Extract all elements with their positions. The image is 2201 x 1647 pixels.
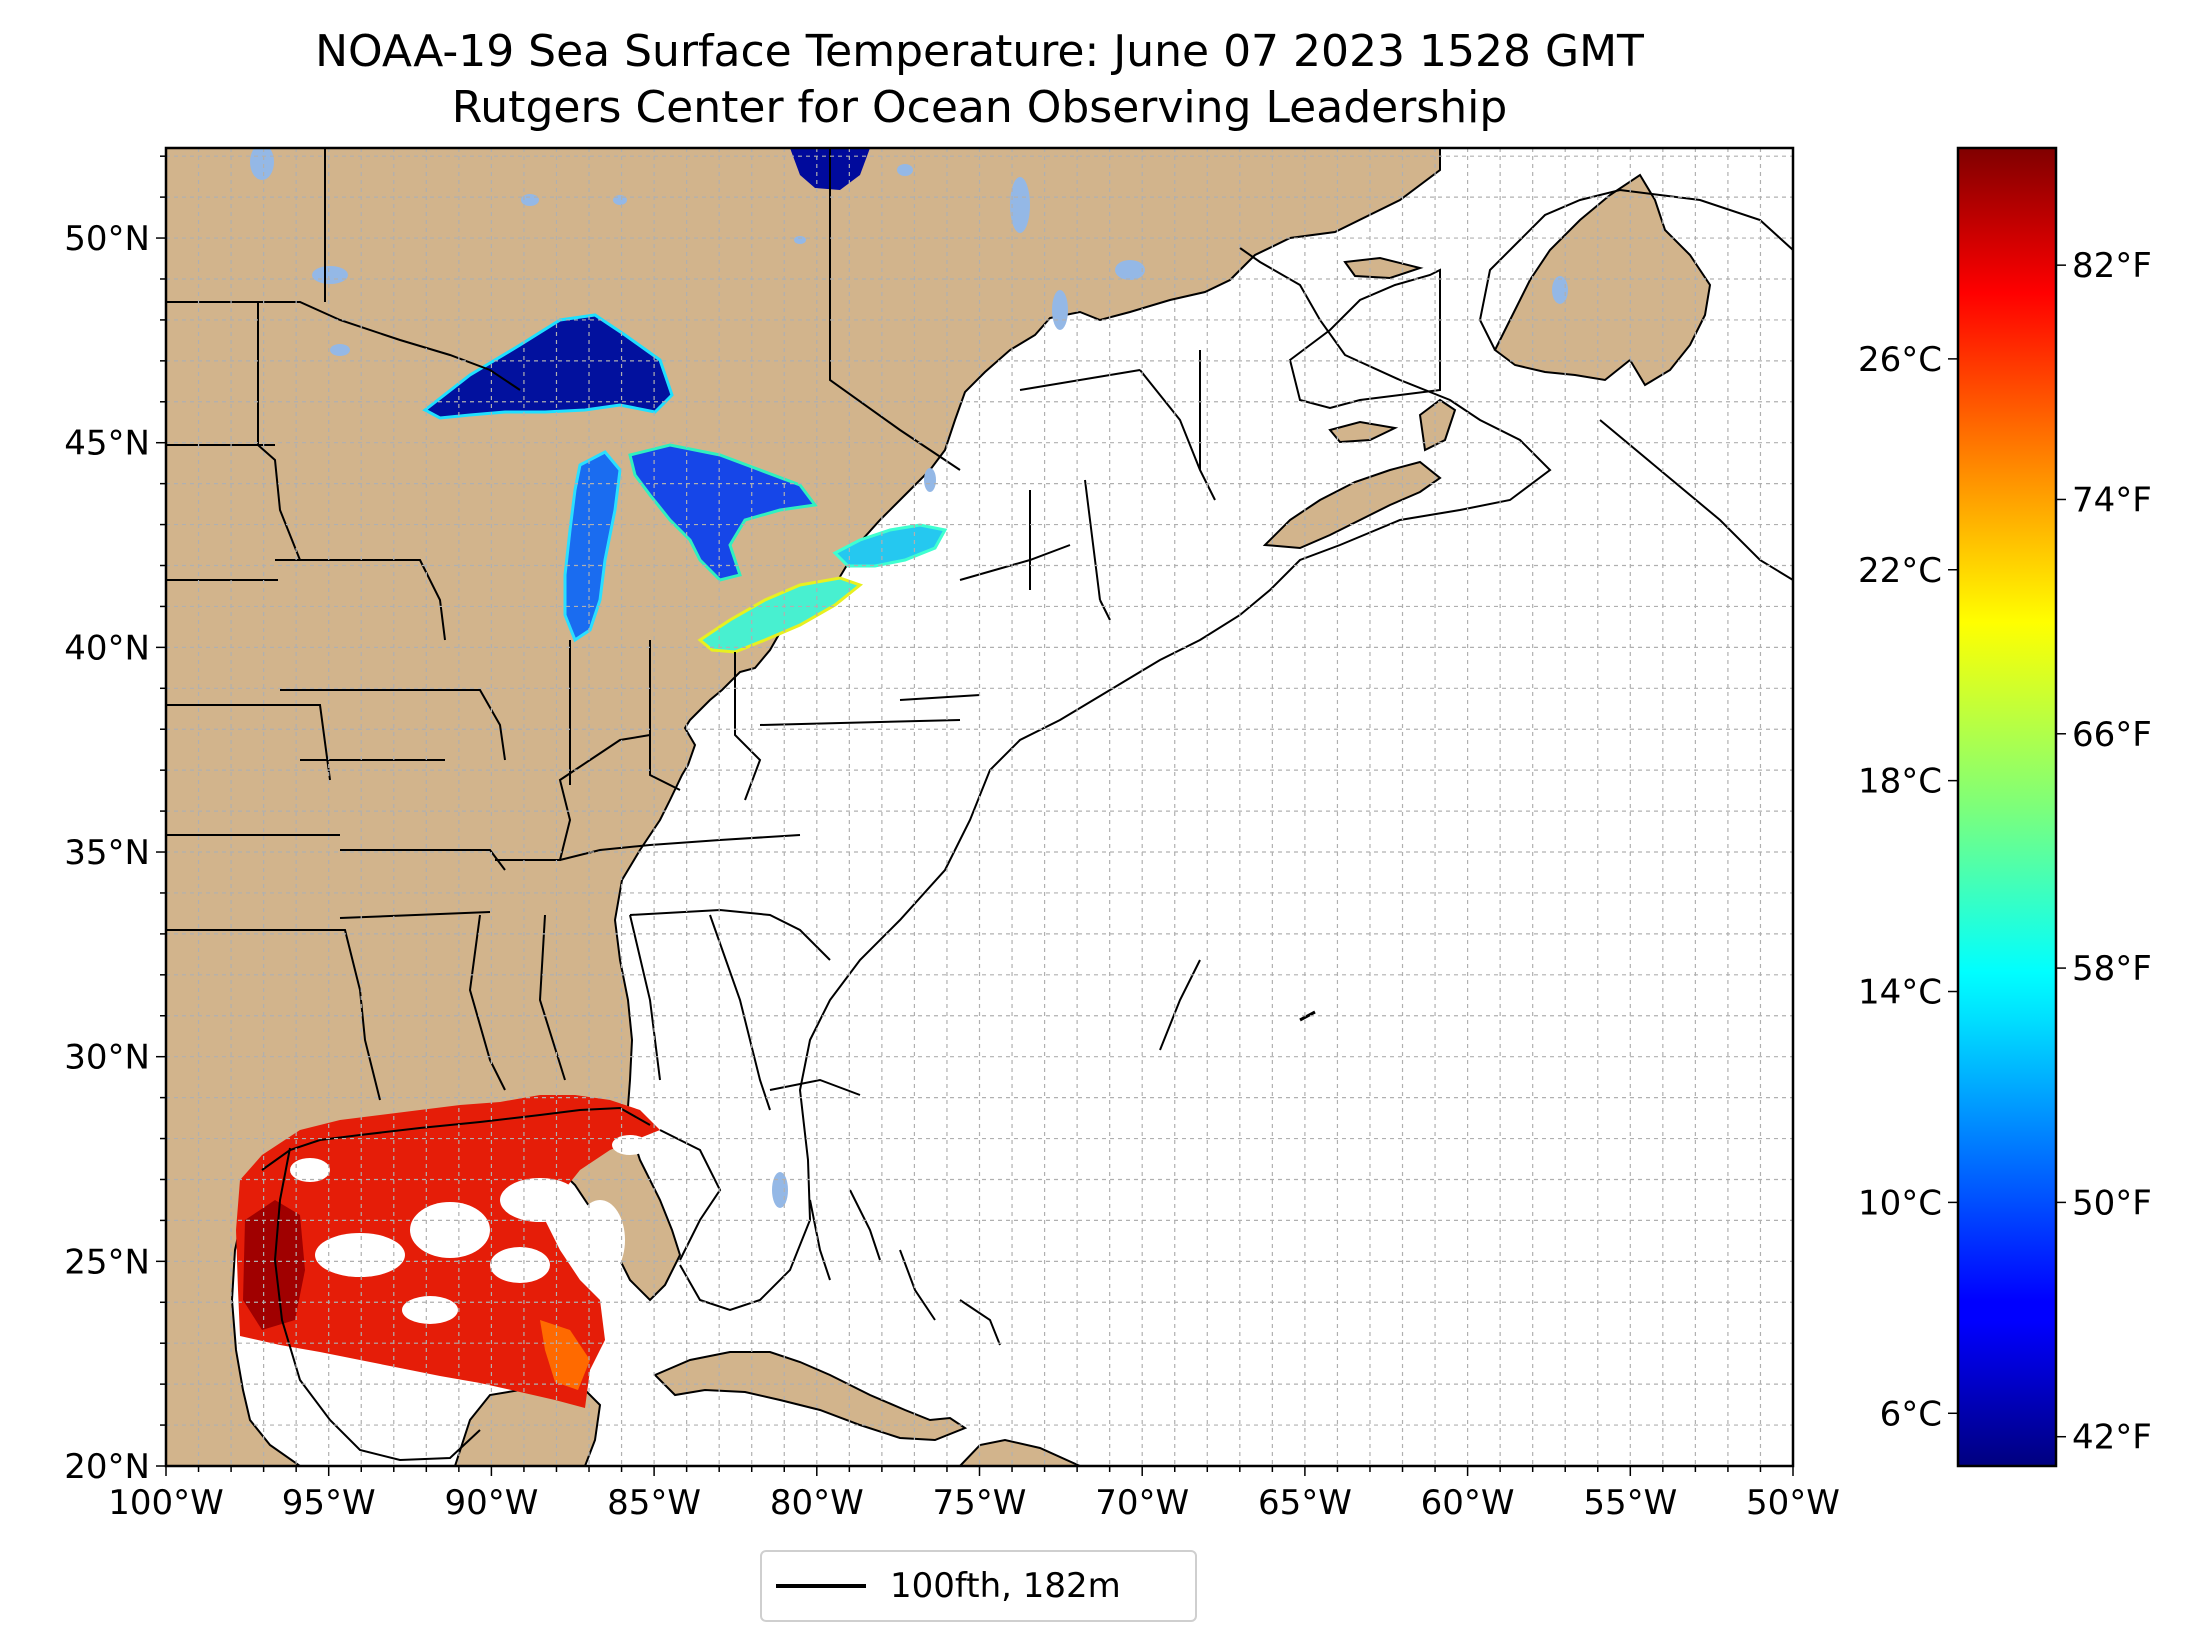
lake-huron-sst (628, 443, 818, 582)
bahamas-island-1 (809, 1199, 831, 1281)
inland-lakes (250, 148, 1568, 1208)
colorbar-ticks: 6°C 10°C 14°C 18°C 22°C 26°C 42°F 50°F 58°F 66°F 7… (1858, 246, 2152, 1458)
lat-tick-label: 20°N (64, 1447, 150, 1487)
lon-tick-label: 75°W (933, 1483, 1027, 1523)
lon-tick-label: 80°W (770, 1483, 864, 1523)
fahrenheit-tick-label: 42°F (2072, 1418, 2152, 1458)
celsius-tick-label: 26°C (1858, 340, 1942, 380)
map-plot-area (166, 148, 1793, 1466)
lake-ontario-sst (832, 523, 948, 568)
lat-tick-label: 35°N (64, 833, 150, 873)
lon-tick-label: 100°W (108, 1483, 224, 1523)
map-title: NOAA-19 Sea Surface Temperature: June 07… (315, 26, 1644, 77)
prince-edward-island (1328, 420, 1399, 444)
hispaniola-landmass (958, 1438, 1081, 1466)
lon-tick-label: 50°W (1746, 1483, 1840, 1523)
maritimes-landmass (1262, 460, 1442, 550)
lat-tick-label: 45°N (64, 424, 150, 464)
cuba-landmass (653, 1351, 968, 1442)
lon-tick-label: 85°W (607, 1483, 701, 1523)
cape-breton-island (1418, 398, 1457, 452)
lon-tick-label: 60°W (1421, 1483, 1515, 1523)
colorbar: 6°C 10°C 14°C 18°C 22°C 26°C 42°F 50°F 58°F 66°F 7… (1858, 146, 2152, 1468)
cloud-gaps (290, 1135, 648, 1324)
lake-superior-sst (422, 313, 674, 420)
bahamas-island-4 (959, 1299, 1001, 1346)
map-gridlines (166, 148, 1793, 1466)
map-legend: 100fth, 182m (760, 1550, 1197, 1622)
map-axes: 100°W 95°W 90°W 85°W 80°W 75°W 70°W 65°W 60°W 55°… (64, 155, 1840, 1523)
lon-tick-label: 55°W (1583, 1483, 1677, 1523)
fahrenheit-tick-label: 82°F (2072, 246, 2152, 286)
lat-tick-label: 30°N (64, 1038, 150, 1078)
political-borders (166, 148, 1216, 1111)
gulf-sst-warm-west (243, 1200, 305, 1330)
celsius-tick-label: 14°C (1858, 973, 1942, 1013)
celsius-tick-label: 6°C (1880, 1394, 1942, 1434)
celsius-tick-label: 18°C (1858, 762, 1942, 802)
fahrenheit-tick-label: 58°F (2072, 949, 2152, 989)
fahrenheit-tick-label: 50°F (2072, 1183, 2152, 1223)
lat-tick-label: 25°N (64, 1242, 150, 1282)
fahrenheit-tick-label: 66°F (2072, 715, 2152, 755)
lon-tick-label: 65°W (1258, 1483, 1352, 1523)
lon-tick-label: 70°W (1095, 1483, 1189, 1523)
celsius-tick-label: 10°C (1858, 1183, 1942, 1223)
celsius-tick-label: 22°C (1858, 551, 1942, 591)
bahamas-island-2 (849, 1189, 881, 1261)
gulf-sst-warm-south (540, 1320, 590, 1390)
colorbar-gradient (1956, 146, 2058, 1468)
fahrenheit-tick-label: 74°F (2072, 480, 2152, 520)
lon-tick-label: 95°W (282, 1483, 376, 1523)
bermuda-island (1299, 1010, 1316, 1022)
lon-tick-label: 90°W (444, 1483, 538, 1523)
isobath-100fth (261, 188, 1793, 1462)
lake-michigan-sst (563, 450, 622, 643)
legend-label: 100fth, 182m (890, 1566, 1121, 1606)
lat-tick-label: 50°N (64, 219, 150, 259)
bahamas-island-3 (899, 1249, 936, 1321)
lat-tick-label: 40°N (64, 628, 150, 668)
lake-erie-sst (697, 576, 864, 654)
newfoundland-landmass (1493, 173, 1712, 387)
map-subtitle: Rutgers Center for Ocean Observing Leade… (451, 82, 1508, 133)
legend-line-sample (776, 1584, 866, 1588)
anticosti-island (1343, 256, 1424, 280)
